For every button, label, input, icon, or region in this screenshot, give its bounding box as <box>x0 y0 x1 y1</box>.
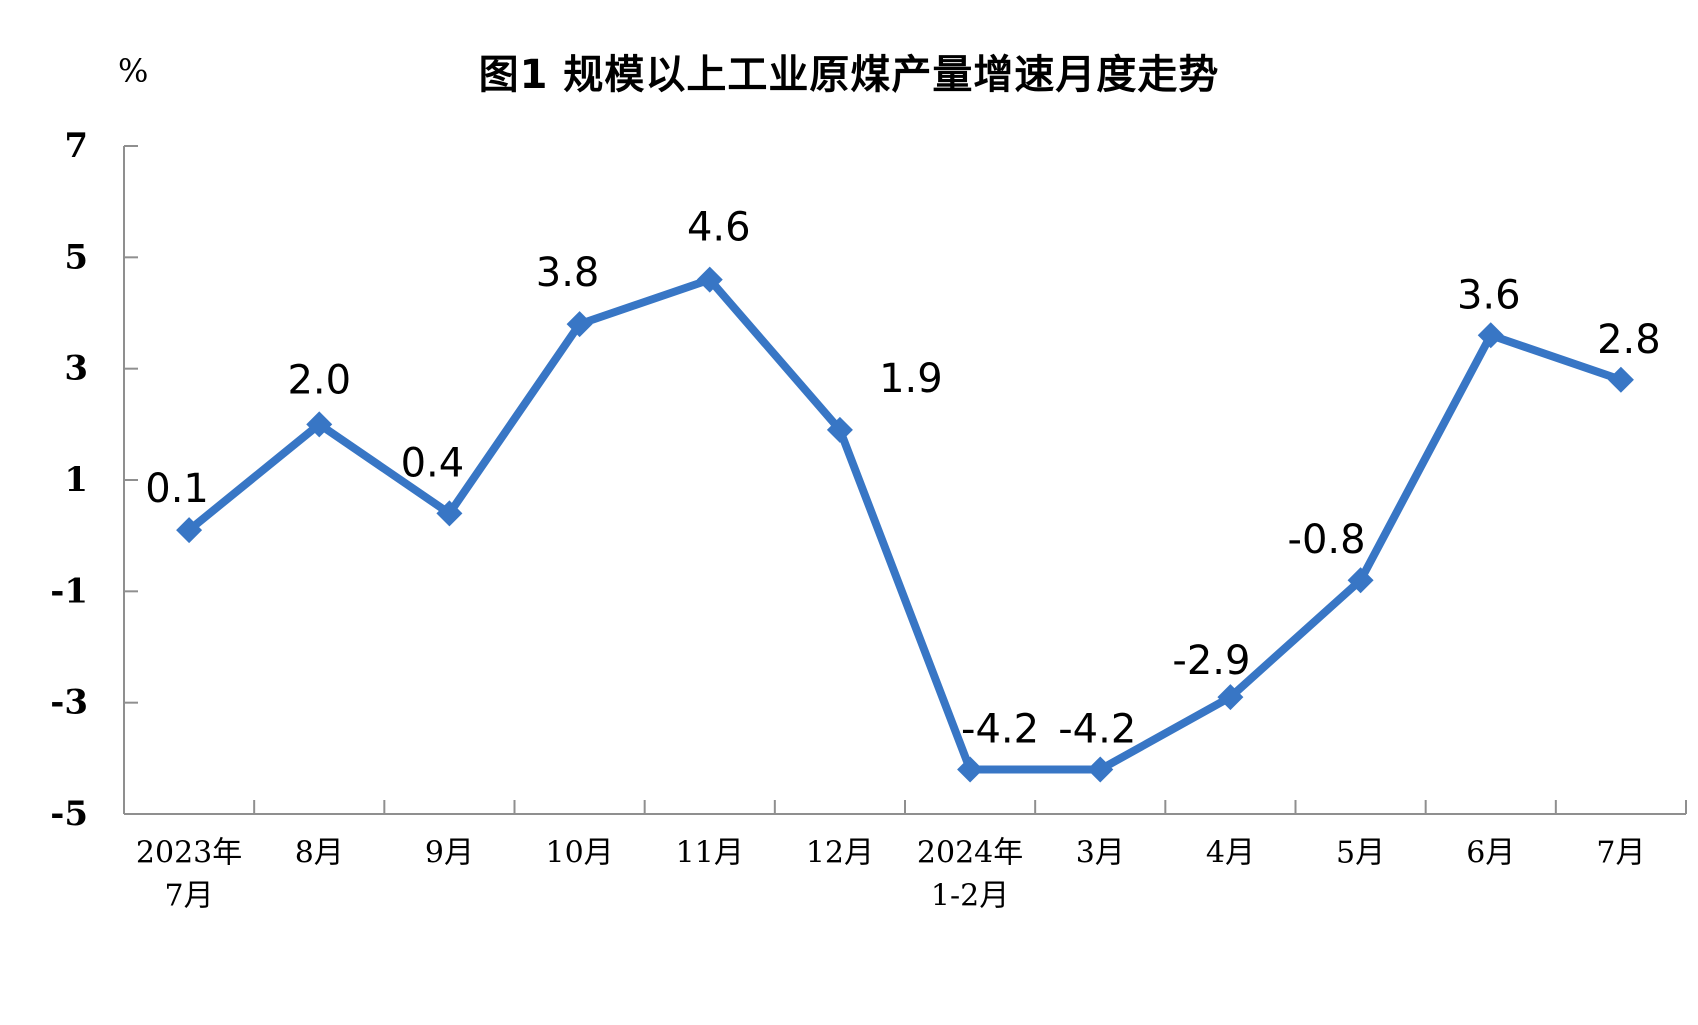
x-tick-label: 2023年 <box>136 836 242 871</box>
data-point-label: 1.9 <box>879 356 943 402</box>
data-point-marker <box>436 500 463 527</box>
x-tick-label: 12月 <box>806 836 874 871</box>
data-point-label: -0.8 <box>1288 517 1366 563</box>
data-point-marker <box>696 266 723 293</box>
data-point-label: 0.4 <box>401 440 465 486</box>
data-point-label: 4.6 <box>687 205 751 251</box>
data-point-marker <box>1477 322 1504 349</box>
x-tick-label: 2024年 <box>917 836 1023 871</box>
x-tick-label: 1-2月 <box>931 879 1009 914</box>
x-tick-label: 4月 <box>1206 836 1255 871</box>
data-point-marker <box>957 756 984 783</box>
data-point-label: -4.2 <box>961 706 1039 752</box>
x-tick-label: 7月 <box>1596 836 1645 871</box>
data-point-marker <box>566 311 593 338</box>
data-point-label: 3.8 <box>536 250 600 296</box>
x-tick-label: 8月 <box>295 836 344 871</box>
x-tick-label: 5月 <box>1336 836 1385 871</box>
chart-title: 图1 规模以上工业原煤产量增速月度走势 <box>478 52 1220 98</box>
x-tick-label: 10月 <box>545 836 613 871</box>
data-point-marker <box>176 517 203 544</box>
data-point-marker <box>826 416 853 443</box>
data-point-label: -2.9 <box>1172 638 1250 684</box>
y-tick-label: 3 <box>64 349 88 389</box>
y-tick-label: 1 <box>64 460 88 500</box>
data-point-label: 2.0 <box>287 357 351 403</box>
data-point-label: 0.1 <box>145 466 209 512</box>
x-tick-label: 6月 <box>1466 836 1515 871</box>
data-point-label: -4.2 <box>1058 706 1136 752</box>
y-axis-unit-label: % <box>118 52 149 90</box>
y-tick-label: -3 <box>50 683 88 723</box>
y-tick-label: 7 <box>64 126 88 166</box>
x-tick-label: 7月 <box>165 879 214 914</box>
data-point-marker <box>306 411 333 438</box>
data-point-marker <box>1607 366 1634 393</box>
x-tick-label: 11月 <box>676 836 744 871</box>
data-point-marker <box>1217 684 1244 711</box>
y-tick-label: -5 <box>50 794 88 834</box>
series-line <box>185 275 1625 774</box>
x-tick-label: 9月 <box>425 836 474 871</box>
data-point-label: 3.6 <box>1457 272 1521 318</box>
x-tick-label: 3月 <box>1076 836 1125 871</box>
y-tick-label: -1 <box>50 571 88 611</box>
data-point-marker <box>1347 567 1374 594</box>
data-point-marker <box>1087 756 1114 783</box>
data-point-label: 2.8 <box>1597 317 1661 363</box>
y-tick-label: 5 <box>64 237 88 277</box>
